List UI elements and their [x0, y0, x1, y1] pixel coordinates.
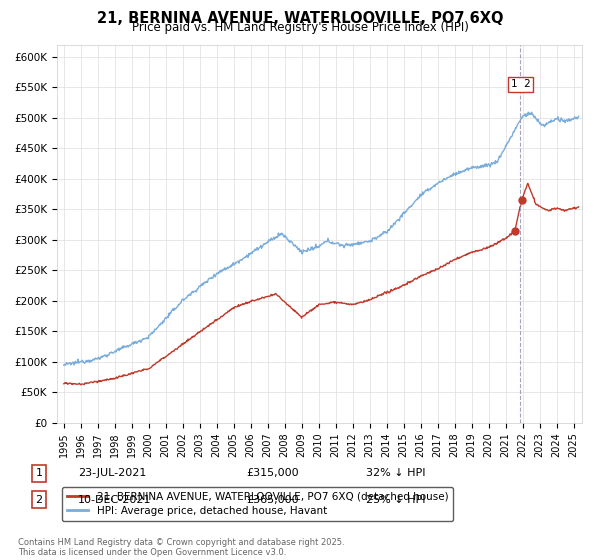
Text: Price paid vs. HM Land Registry's House Price Index (HPI): Price paid vs. HM Land Registry's House … — [131, 21, 469, 34]
Text: 25% ↓ HPI: 25% ↓ HPI — [366, 494, 425, 505]
Legend: 21, BERNINA AVENUE, WATERLOOVILLE, PO7 6XQ (detached house), HPI: Average price,: 21, BERNINA AVENUE, WATERLOOVILLE, PO7 6… — [62, 487, 454, 521]
Text: 1: 1 — [35, 468, 43, 478]
Text: 32% ↓ HPI: 32% ↓ HPI — [366, 468, 425, 478]
Text: £365,000: £365,000 — [246, 494, 299, 505]
Text: Contains HM Land Registry data © Crown copyright and database right 2025.
This d: Contains HM Land Registry data © Crown c… — [18, 538, 344, 557]
Text: 10-DEC-2021: 10-DEC-2021 — [78, 494, 151, 505]
Text: 23-JUL-2021: 23-JUL-2021 — [78, 468, 146, 478]
Text: 1  2: 1 2 — [511, 80, 531, 90]
Text: £315,000: £315,000 — [246, 468, 299, 478]
Text: 21, BERNINA AVENUE, WATERLOOVILLE, PO7 6XQ: 21, BERNINA AVENUE, WATERLOOVILLE, PO7 6… — [97, 11, 503, 26]
Text: 2: 2 — [35, 494, 43, 505]
